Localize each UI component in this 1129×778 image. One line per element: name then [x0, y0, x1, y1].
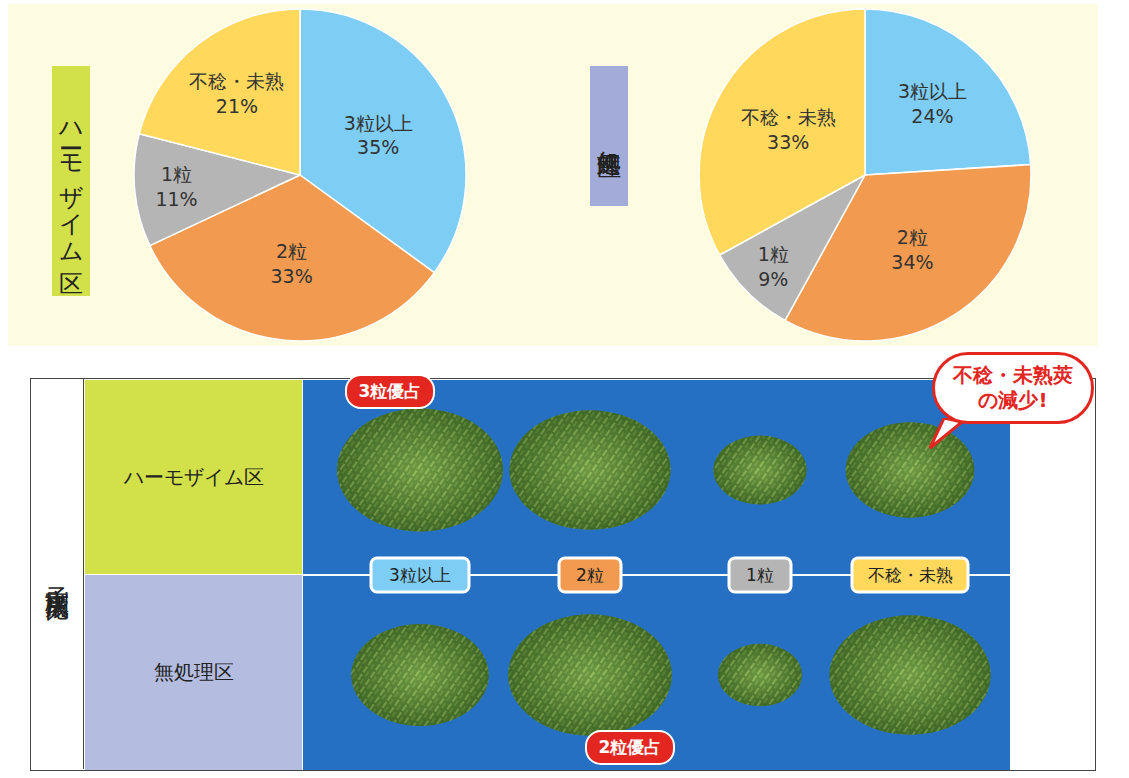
- svg-text:2粒: 2粒: [576, 565, 604, 585]
- svg-text:2粒33%: 2粒33%: [270, 240, 312, 287]
- html-text:ハーモザイム区: ハーモザイム区: [123, 464, 264, 489]
- svg-text:不稔・未熟: 不稔・未熟: [868, 565, 953, 585]
- html-text:無処理区: 無処理区: [153, 660, 234, 684]
- svg-text:2粒34%: 2粒34%: [891, 226, 933, 273]
- html-text:子実別構成比: 子実別構成比: [43, 568, 71, 580]
- svg-text:3粒以上35%: 3粒以上35%: [344, 112, 413, 159]
- svg-text:1粒: 1粒: [746, 565, 774, 585]
- svg-text:不稔・未熟21%: 不稔・未熟21%: [189, 70, 284, 117]
- svg-text:1粒9%: 1粒9%: [758, 243, 789, 290]
- html-text:3粒優占: 3粒優占: [358, 381, 422, 401]
- html-text:不稔・未熟莢の減少!: 不稔・未熟莢の減少!: [953, 363, 1073, 412]
- svg-text:不稔・未熟33%: 不稔・未熟33%: [741, 106, 836, 153]
- svg-text:3粒以上: 3粒以上: [389, 565, 451, 585]
- svg-text:3粒以上24%: 3粒以上24%: [898, 80, 967, 127]
- html-text:無処理区: 無処理区: [595, 132, 623, 140]
- svg-text:1粒11%: 1粒11%: [155, 163, 197, 210]
- html-text:ハーモザイム区: ハーモザイム区: [57, 106, 85, 256]
- html-text:2粒優占: 2粒優占: [598, 737, 662, 757]
